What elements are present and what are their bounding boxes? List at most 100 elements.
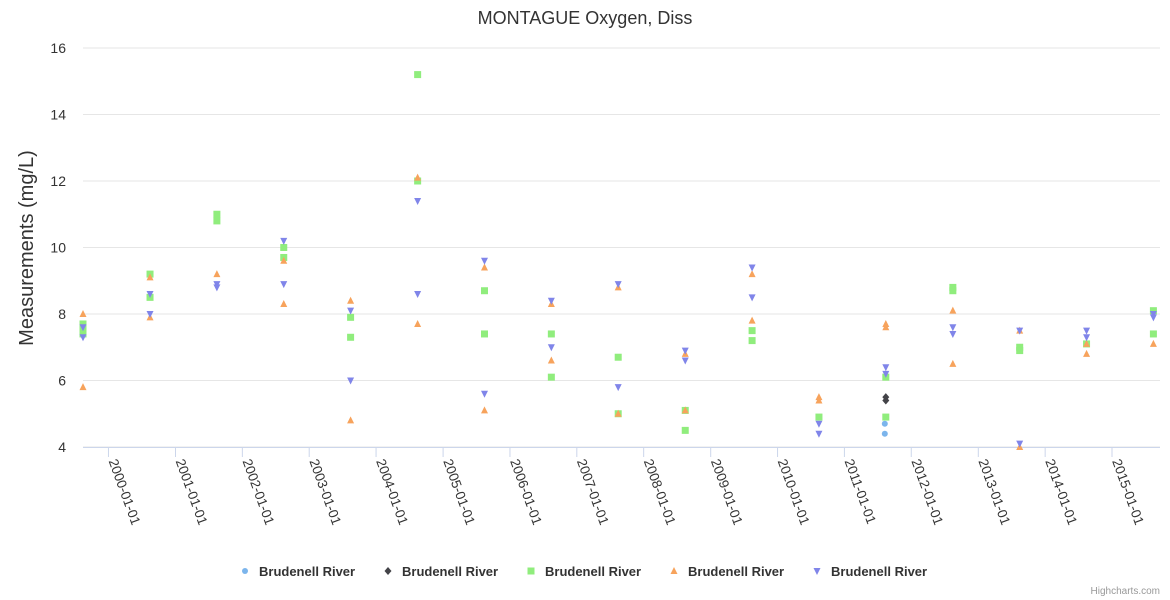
legend-label: Brudenell River: [402, 564, 498, 579]
data-point: [748, 270, 756, 278]
y-tick-label: 6: [58, 373, 66, 389]
y-tick-label: 14: [50, 107, 66, 123]
data-point: [79, 310, 87, 317]
data-point: [882, 393, 890, 402]
data-point: [1016, 347, 1024, 355]
data-point: [480, 287, 488, 295]
data-point: [79, 334, 87, 342]
data-point: [547, 344, 555, 352]
data-point: [881, 430, 888, 437]
y-tick-label: 4: [58, 439, 66, 455]
data-point: [280, 256, 288, 264]
data-point: [213, 210, 221, 218]
data-point: [681, 426, 689, 434]
data-point: [480, 263, 488, 271]
y-tick-label: 8: [58, 306, 66, 322]
legend-item[interactable]: Brudenell River: [670, 564, 785, 579]
data-point: [681, 357, 689, 365]
data-point: [213, 284, 221, 292]
data-point: [614, 384, 622, 392]
data-point: [882, 323, 890, 331]
data-point: [748, 316, 756, 324]
data-point: [748, 294, 756, 302]
data-point: [414, 319, 422, 327]
data-point: [347, 377, 355, 385]
data-point: [882, 413, 890, 421]
data-point: [1083, 349, 1091, 357]
y-tick-label: 10: [50, 240, 66, 256]
data-point: [480, 330, 488, 338]
legend-label: Brudenell River: [545, 564, 641, 579]
data-point: [547, 330, 555, 338]
legend-symbol: [813, 568, 821, 575]
chart-title: MONTAGUE Oxygen, Diss: [478, 8, 693, 28]
legend-item[interactable]: Brudenell River: [527, 564, 642, 579]
legend-item[interactable]: Brudenell River: [384, 564, 499, 579]
data-point: [347, 307, 355, 315]
data-point: [1016, 440, 1024, 448]
legend[interactable]: Brudenell River Brudenell River Brudenell …: [242, 564, 927, 579]
data-point: [414, 177, 422, 185]
y-tick-label: 16: [50, 40, 66, 56]
data-point: [1149, 307, 1157, 315]
data-point: [547, 373, 555, 381]
y-axis-ticks: 4 6 8 10 12 14 16: [50, 40, 66, 455]
data-point: [748, 327, 756, 335]
data-point: [815, 420, 823, 428]
data-point: [614, 409, 622, 417]
data-point: [480, 406, 488, 414]
data-point: [213, 270, 221, 278]
data-point: [547, 297, 555, 305]
data-point: [414, 173, 422, 181]
data-point: [614, 353, 622, 361]
data-point: [681, 347, 689, 355]
legend-symbol: [384, 567, 392, 575]
data-points: [79, 71, 1157, 450]
y-axis-title: Measurements (mg/L): [16, 150, 38, 346]
legend-item[interactable]: Brudenell River: [813, 564, 928, 579]
data-point: [881, 420, 888, 427]
data-point: [146, 291, 154, 299]
data-point: [815, 430, 823, 438]
data-point: [815, 396, 823, 404]
data-point: [79, 383, 87, 391]
legend-symbol: [242, 568, 248, 574]
data-point: [949, 330, 957, 338]
data-point: [347, 313, 355, 321]
data-point: [280, 281, 288, 289]
data-point: [1149, 339, 1157, 347]
data-point: [815, 413, 823, 421]
data-point: [480, 257, 488, 265]
credits-link[interactable]: Highcharts.com: [1091, 586, 1160, 597]
legend-item[interactable]: Brudenell River: [242, 564, 355, 579]
data-point: [949, 359, 957, 367]
data-point: [280, 237, 288, 245]
data-point: [480, 390, 488, 398]
data-point: [79, 320, 87, 328]
data-point: [347, 333, 355, 341]
legend-label: Brudenell River: [259, 564, 355, 579]
data-point: [347, 416, 355, 424]
data-point: [882, 364, 890, 372]
data-point: [1083, 334, 1091, 342]
legend-label: Brudenell River: [688, 564, 784, 579]
data-point: [146, 273, 154, 281]
data-point: [414, 71, 422, 79]
data-point: [748, 264, 756, 272]
data-point: [547, 356, 555, 364]
data-point: [949, 306, 957, 314]
data-point: [614, 281, 622, 289]
data-point: [1149, 330, 1157, 338]
data-point: [79, 324, 87, 332]
data-point: [949, 324, 957, 332]
y-tick-label: 12: [50, 173, 66, 189]
data-point: [681, 406, 689, 414]
data-point: [79, 330, 87, 338]
data-point: [347, 296, 355, 304]
data-point: [280, 300, 288, 308]
data-point: [414, 197, 422, 205]
legend-symbol: [670, 567, 678, 574]
data-point: [748, 337, 756, 345]
